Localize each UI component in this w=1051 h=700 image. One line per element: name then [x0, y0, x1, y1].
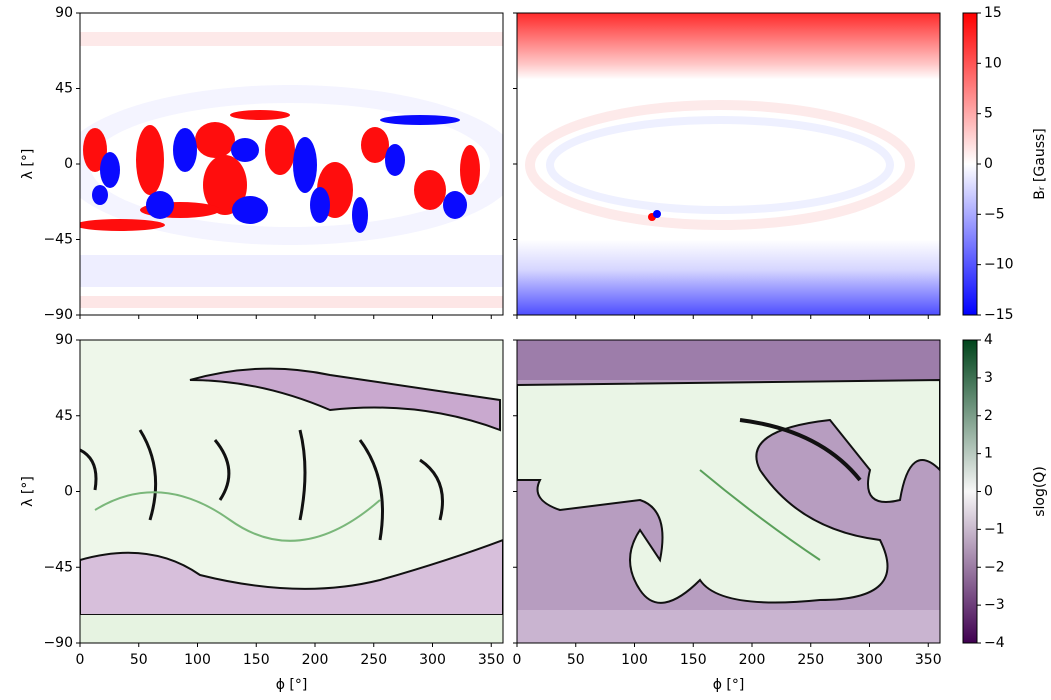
y-tick-label: 90: [55, 332, 73, 348]
y-tick-label: 45: [55, 408, 73, 424]
heatmap-image: [517, 13, 940, 315]
y-tick-label: −90: [43, 307, 73, 323]
x-tick-label: 100: [621, 652, 648, 668]
y-axis-label: λ [°]: [20, 149, 36, 180]
x-axis-label: ϕ [°]: [713, 677, 745, 693]
colorbar-tick-label: −2: [984, 559, 1005, 575]
x-tick-label: 150: [680, 652, 707, 668]
x-tick-label: 50: [130, 652, 148, 668]
colorbar: [962, 12, 978, 316]
colorbar-tick-label: −15: [984, 307, 1014, 323]
colorbar-tick-label: 0: [984, 484, 993, 500]
colorbar-tick-label: −3: [984, 597, 1005, 613]
x-tick-label: 200: [302, 652, 329, 668]
y-tick-label: −90: [43, 635, 73, 651]
x-tick-label: 250: [360, 652, 387, 668]
heatmap-image: [80, 13, 503, 315]
colorbar-tick-label: 10: [984, 55, 1002, 71]
x-tick-label: 0: [513, 652, 522, 668]
y-tick-label: −45: [43, 232, 73, 248]
y-tick-label: 90: [55, 5, 73, 21]
y-tick-label: 0: [64, 484, 73, 500]
x-tick-label: 250: [797, 652, 824, 668]
x-tick-label: 300: [856, 652, 883, 668]
colorbar-tick-label: 3: [984, 370, 993, 386]
colorbar-tick-label: −1: [984, 521, 1005, 537]
y-tick-label: 45: [55, 81, 73, 97]
x-tick-label: 200: [739, 652, 766, 668]
x-tick-label: 350: [478, 652, 505, 668]
colorbar-tick-label: 15: [984, 5, 1002, 21]
x-tick-label: 150: [243, 652, 270, 668]
y-tick-label: −45: [43, 559, 73, 575]
colorbar-label: slog(Q): [1032, 466, 1048, 517]
colorbar-tick-label: 5: [984, 106, 993, 122]
x-tick-label: 50: [567, 652, 585, 668]
colorbar-label: Bᵣ [Gauss]: [1032, 128, 1048, 200]
x-tick-label: 0: [76, 652, 85, 668]
colorbar-tick-label: −5: [984, 206, 1005, 222]
x-tick-label: 300: [419, 652, 446, 668]
y-axis-label: λ [°]: [20, 476, 36, 507]
heatmap-image: [80, 340, 503, 643]
x-tick-label: 350: [915, 652, 942, 668]
colorbar-tick-label: −4: [984, 635, 1005, 651]
colorbar-tick-label: 1: [984, 446, 993, 462]
colorbar-tick-label: 4: [984, 332, 993, 348]
heatmap-image: [517, 340, 940, 643]
x-axis-label: ϕ [°]: [276, 677, 308, 693]
colorbar-tick-label: 2: [984, 408, 993, 424]
y-tick-label: 0: [64, 156, 73, 172]
colorbar-tick-label: 0: [984, 156, 993, 172]
x-tick-label: 100: [184, 652, 211, 668]
colorbar-tick-label: −10: [984, 257, 1014, 273]
colorbar: [962, 339, 978, 644]
